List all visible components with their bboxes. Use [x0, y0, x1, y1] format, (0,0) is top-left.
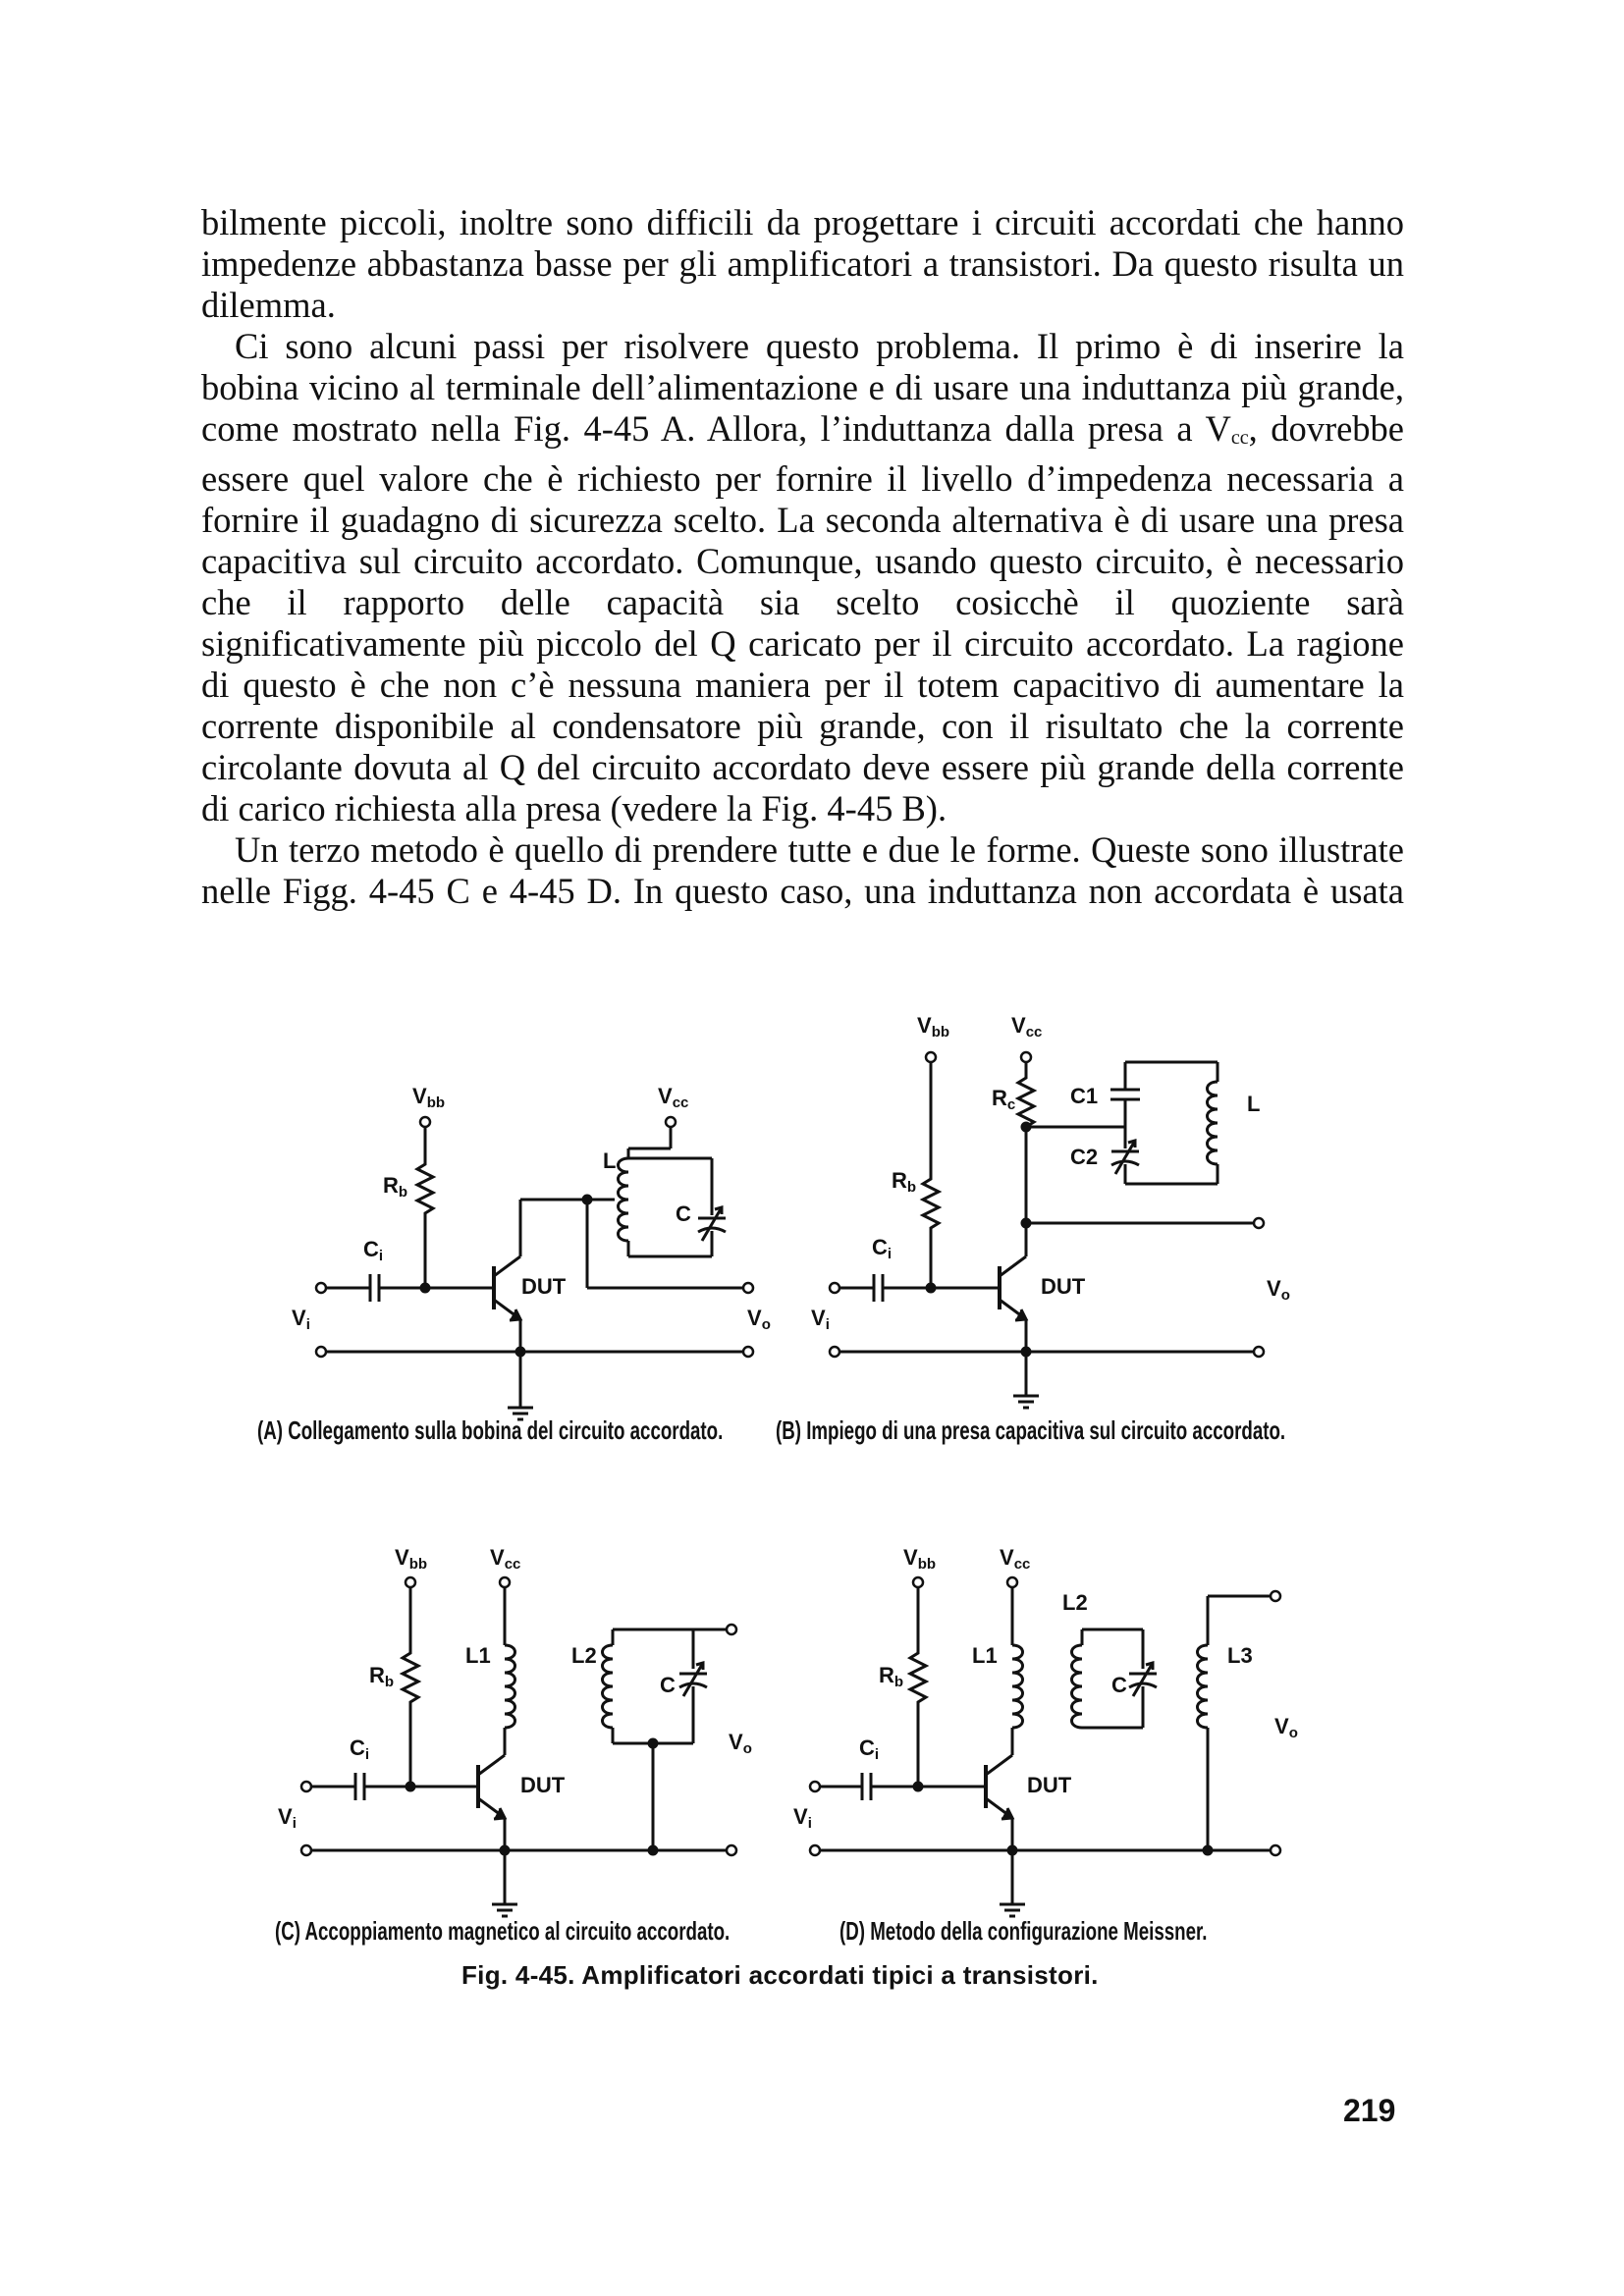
label-vi-c: Vi — [278, 1804, 297, 1832]
label-dut-c: DUT — [520, 1773, 566, 1797]
label-l-a: L — [603, 1148, 616, 1173]
paragraph-2-part-b: , dovrebbe essere quel valore che è rich… — [201, 408, 1404, 828]
label-dut-b: DUT — [1041, 1274, 1086, 1299]
label-vi-d: Vi — [793, 1804, 812, 1832]
circuit-c-labels: Vbb Vcc Rb Ci Vi Vo DUT L1 L2 C — [278, 1545, 752, 1832]
paragraph-2: Ci sono alcuni passi per risolvere quest… — [201, 326, 1404, 829]
label-rb-c: Rb — [369, 1663, 394, 1690]
label-vi-a: Vi — [292, 1306, 310, 1333]
label-vbb-b: Vbb — [917, 1013, 949, 1041]
label-ci-a: Ci — [363, 1237, 383, 1264]
label-vi-b: Vi — [811, 1306, 830, 1333]
label-vcc-c: Vcc — [490, 1545, 520, 1573]
caption-d: (D) Metodo della configurazione Meissner… — [839, 1916, 1208, 1946]
label-c-c: C — [660, 1673, 676, 1697]
label-vo-d: Vo — [1274, 1714, 1298, 1741]
paragraph-1: bilmente piccoli, inoltre sono difficili… — [201, 202, 1404, 325]
label-vcc-a: Vcc — [658, 1084, 688, 1111]
circuit-d-labels: Vbb Vcc Rb Ci Vi Vo DUT L1 L2 C L3 — [793, 1545, 1298, 1832]
label-dut-d: DUT — [1027, 1773, 1072, 1797]
label-ci-d: Ci — [859, 1735, 879, 1763]
caption-a: (A) Collegamento sulla bobina del circui… — [257, 1415, 724, 1445]
label-vbb-a: Vbb — [412, 1084, 445, 1111]
circuit-a — [314, 1115, 755, 1421]
label-vcc-b: Vcc — [1011, 1013, 1042, 1041]
label-l1-c: L1 — [465, 1643, 491, 1668]
label-ci-b: Ci — [872, 1235, 892, 1262]
figure-title: Fig. 4-45. Amplificatori accordati tipic… — [461, 1960, 1099, 1990]
circuit-d — [808, 1575, 1282, 1918]
caption-c: (C) Accoppiamento magnetico al circuito … — [275, 1916, 731, 1946]
label-l-b: L — [1247, 1092, 1260, 1116]
label-vbb-c: Vbb — [395, 1545, 427, 1573]
page-number: 219 — [1343, 2093, 1396, 2128]
label-c2-b: C2 — [1070, 1145, 1098, 1169]
label-dut-a: DUT — [521, 1274, 567, 1299]
label-vo-b: Vo — [1267, 1276, 1290, 1304]
circuit-b-labels: Vbb Vcc Rc Rb Ci Vi Vo DUT C1 C2 L — [811, 1013, 1290, 1333]
circuit-a-labels: Vbb Vcc Rb Ci Vi Vo DUT L C — [292, 1084, 771, 1333]
body-text: bilmente piccoli, inoltre sono difficili… — [201, 202, 1404, 912]
label-c1-b: C1 — [1070, 1084, 1098, 1108]
label-ci-c: Ci — [350, 1735, 369, 1763]
label-l3-d: L3 — [1227, 1643, 1253, 1668]
label-vo-a: Vo — [747, 1306, 771, 1333]
label-l2-c: L2 — [571, 1643, 597, 1668]
paragraph-3: Un terzo metodo è quello di prendere tut… — [201, 829, 1404, 911]
label-rb-a: Rb — [383, 1173, 407, 1201]
label-rb-d: Rb — [879, 1663, 903, 1690]
circuit-b — [828, 1050, 1266, 1410]
paragraph-2-part-a: Ci sono alcuni passi per risolvere quest… — [201, 326, 1404, 449]
label-rc-b: Rc — [992, 1086, 1015, 1113]
label-c-d: C — [1111, 1673, 1127, 1697]
label-l2-d: L2 — [1062, 1590, 1088, 1615]
vcc-subscript: cc — [1230, 427, 1249, 449]
label-vbb-d: Vbb — [903, 1545, 936, 1573]
label-vcc-d: Vcc — [1000, 1545, 1030, 1573]
label-rb-b: Rb — [892, 1168, 916, 1196]
label-vo-c: Vo — [729, 1730, 752, 1757]
circuit-c — [299, 1575, 738, 1918]
label-c-a: C — [676, 1201, 691, 1226]
label-l1-d: L1 — [972, 1643, 998, 1668]
caption-b: (B) Impiego di una presa capacitiva sul … — [776, 1415, 1286, 1445]
